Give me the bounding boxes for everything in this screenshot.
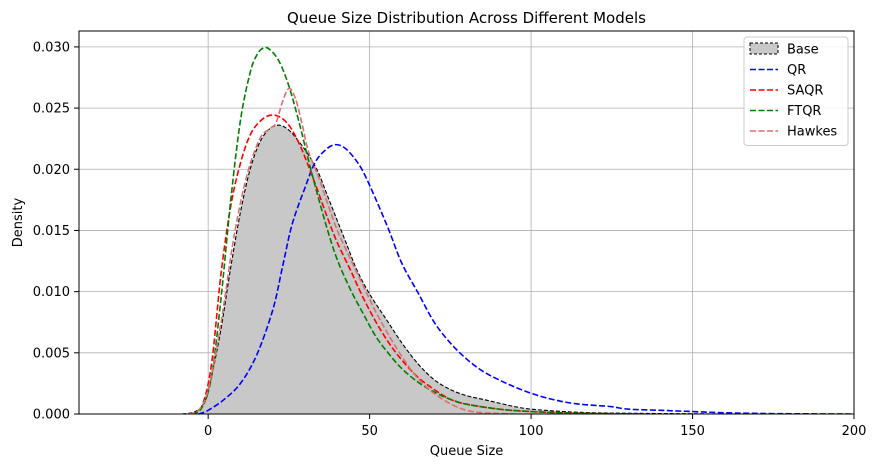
y-axis-title: Density bbox=[11, 197, 26, 247]
x-tick-label: 150 bbox=[680, 424, 705, 439]
y-tick-label: 0.025 bbox=[33, 102, 70, 117]
legend-label-base: Base bbox=[787, 43, 819, 58]
x-tick-label: 0 bbox=[204, 424, 212, 439]
x-tick-label: 50 bbox=[361, 424, 378, 439]
y-tick-label: 0.010 bbox=[33, 285, 70, 300]
y-tick-label: 0.020 bbox=[33, 163, 70, 178]
legend: Base QR SAQR FTQR Hawkes bbox=[744, 37, 848, 146]
y-tick-label: 0.005 bbox=[33, 346, 70, 361]
x-tick-label: 100 bbox=[519, 424, 544, 439]
legend-swatch-base bbox=[750, 43, 778, 54]
legend-label-qr: QR bbox=[787, 63, 806, 78]
legend-label-hawkes: Hawkes bbox=[787, 125, 837, 140]
chart-title: Queue Size Distribution Across Different… bbox=[287, 9, 646, 27]
legend-label-ftqr: FTQR bbox=[787, 104, 821, 119]
y-tick-label: 0.000 bbox=[33, 408, 70, 423]
y-tick-label: 0.030 bbox=[33, 40, 70, 55]
x-axis-title: Queue Size bbox=[430, 444, 504, 459]
x-tick-label: 200 bbox=[842, 424, 867, 439]
legend-label-saqr: SAQR bbox=[787, 84, 823, 99]
y-tick-label: 0.015 bbox=[33, 224, 70, 239]
